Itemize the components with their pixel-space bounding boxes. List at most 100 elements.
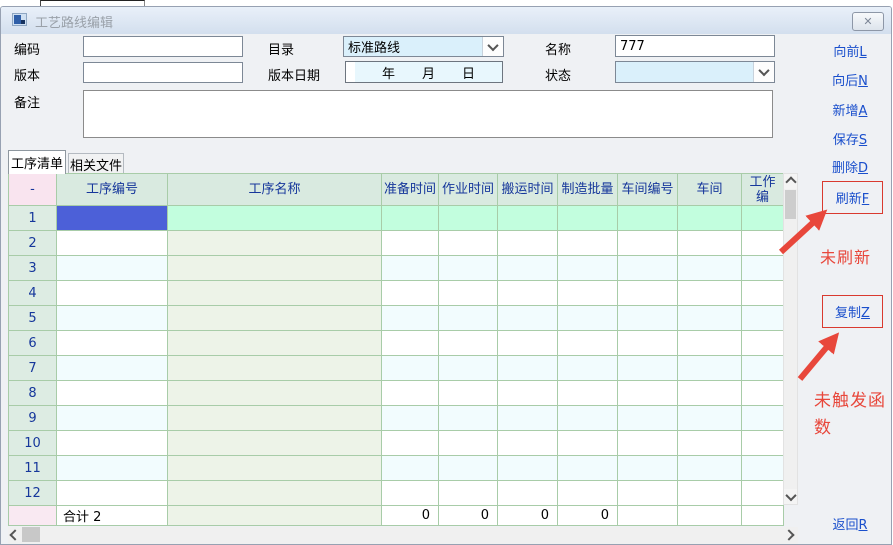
- grid-cell[interactable]: [742, 231, 784, 256]
- grid-cell[interactable]: [678, 381, 742, 406]
- grid-cell[interactable]: [168, 306, 382, 331]
- grid-cell[interactable]: [618, 431, 678, 456]
- grid-cell[interactable]: [168, 456, 382, 481]
- title-bar[interactable]: [1, 7, 891, 34]
- column-header[interactable]: 工序编号: [57, 174, 168, 206]
- grid-cell[interactable]: [618, 406, 678, 431]
- grid-cell[interactable]: [439, 206, 498, 231]
- grid-cell[interactable]: [168, 356, 382, 381]
- row-number-cell[interactable]: 12: [9, 481, 57, 506]
- grid-cell[interactable]: [678, 231, 742, 256]
- grid-cell[interactable]: [558, 231, 618, 256]
- grid-cell[interactable]: [382, 456, 439, 481]
- grid-cell[interactable]: [382, 206, 439, 231]
- grid-cell[interactable]: [558, 406, 618, 431]
- grid-cell[interactable]: [618, 331, 678, 356]
- grid-cell[interactable]: [558, 256, 618, 281]
- grid-cell[interactable]: [618, 481, 678, 506]
- grid-cell[interactable]: [678, 356, 742, 381]
- chevron-down-icon[interactable]: [482, 37, 503, 56]
- grid-cell[interactable]: [57, 381, 168, 406]
- grid-cell[interactable]: [498, 231, 558, 256]
- grid-cell[interactable]: [382, 281, 439, 306]
- grid-cell[interactable]: [678, 256, 742, 281]
- grid-cell[interactable]: [382, 481, 439, 506]
- grid-cell[interactable]: [742, 206, 784, 231]
- horizontal-scrollbar[interactable]: [8, 527, 798, 544]
- row-number-cell[interactable]: 6: [9, 331, 57, 356]
- row-number-cell[interactable]: 11: [9, 456, 57, 481]
- column-header[interactable]: 搬运时间: [498, 174, 558, 206]
- action-add[interactable]: 新增A: [815, 100, 885, 119]
- grid-cell[interactable]: [558, 381, 618, 406]
- code-input[interactable]: [83, 36, 243, 57]
- grid-cell[interactable]: [498, 406, 558, 431]
- vertical-scrollbar[interactable]: [783, 173, 798, 505]
- grid-cell[interactable]: [57, 331, 168, 356]
- action-copy[interactable]: 复制Z: [835, 302, 870, 321]
- row-number-cell[interactable]: 5: [9, 306, 57, 331]
- row-number-cell[interactable]: 2: [9, 231, 57, 256]
- grid-cell[interactable]: [558, 331, 618, 356]
- grid-cell[interactable]: [618, 381, 678, 406]
- tab-related-files[interactable]: 相关文件: [68, 153, 124, 174]
- grid-cell[interactable]: [678, 206, 742, 231]
- grid-cell[interactable]: [678, 306, 742, 331]
- grid-cell[interactable]: [57, 256, 168, 281]
- close-button[interactable]: ✕: [852, 12, 884, 31]
- action-forward[interactable]: 向前L: [815, 41, 885, 60]
- grid-cell[interactable]: [558, 356, 618, 381]
- action-return[interactable]: 返回R: [815, 514, 885, 533]
- action-backward[interactable]: 向后N: [815, 70, 885, 89]
- date-year-segment[interactable]: 年: [382, 66, 396, 82]
- grid-cell[interactable]: [382, 406, 439, 431]
- version-input[interactable]: [83, 62, 243, 83]
- grid-cell[interactable]: [168, 331, 382, 356]
- grid-cell[interactable]: [498, 356, 558, 381]
- grid-cell[interactable]: [382, 331, 439, 356]
- vertical-scroll-thumb[interactable]: [785, 190, 796, 219]
- grid-cell[interactable]: [168, 206, 382, 231]
- grid-cell[interactable]: [498, 481, 558, 506]
- grid-cell[interactable]: [742, 456, 784, 481]
- grid-cell[interactable]: [558, 281, 618, 306]
- grid-cell[interactable]: [439, 256, 498, 281]
- grid-cell[interactable]: [439, 406, 498, 431]
- grid-cell[interactable]: [498, 206, 558, 231]
- grid-cell[interactable]: [678, 431, 742, 456]
- grid-cell[interactable]: [168, 281, 382, 306]
- grid-cell[interactable]: [678, 281, 742, 306]
- row-number-cell[interactable]: 9: [9, 406, 57, 431]
- grid-cell[interactable]: [382, 306, 439, 331]
- grid-cell[interactable]: [742, 356, 784, 381]
- row-number-cell[interactable]: 8: [9, 381, 57, 406]
- row-number-cell[interactable]: 10: [9, 431, 57, 456]
- column-header[interactable]: 车间编号: [618, 174, 678, 206]
- grid-cell[interactable]: [558, 431, 618, 456]
- column-header[interactable]: -: [9, 174, 57, 206]
- grid-cell[interactable]: [382, 356, 439, 381]
- grid-cell[interactable]: [439, 456, 498, 481]
- grid-cell[interactable]: [678, 406, 742, 431]
- column-header[interactable]: 工作编: [742, 174, 784, 206]
- action-refresh[interactable]: 刷新F: [836, 188, 870, 207]
- grid-cell[interactable]: [498, 381, 558, 406]
- version-date-field[interactable]: 年 月 日: [345, 61, 503, 83]
- row-number-cell[interactable]: 7: [9, 356, 57, 381]
- grid-cell[interactable]: [382, 256, 439, 281]
- chevron-down-icon[interactable]: [753, 62, 774, 82]
- grid-cell[interactable]: [618, 281, 678, 306]
- grid-cell[interactable]: [678, 331, 742, 356]
- name-input[interactable]: [615, 35, 775, 57]
- grid-cell[interactable]: [742, 381, 784, 406]
- grid-cell[interactable]: [498, 256, 558, 281]
- grid-cell[interactable]: [382, 431, 439, 456]
- row-number-cell[interactable]: 1: [9, 206, 57, 231]
- grid-cell[interactable]: [618, 206, 678, 231]
- grid-cell[interactable]: [558, 206, 618, 231]
- row-number-cell[interactable]: 4: [9, 281, 57, 306]
- status-select[interactable]: [615, 61, 775, 83]
- grid-cell[interactable]: [439, 306, 498, 331]
- action-save[interactable]: 保存S: [815, 129, 885, 148]
- grid-cell[interactable]: [57, 456, 168, 481]
